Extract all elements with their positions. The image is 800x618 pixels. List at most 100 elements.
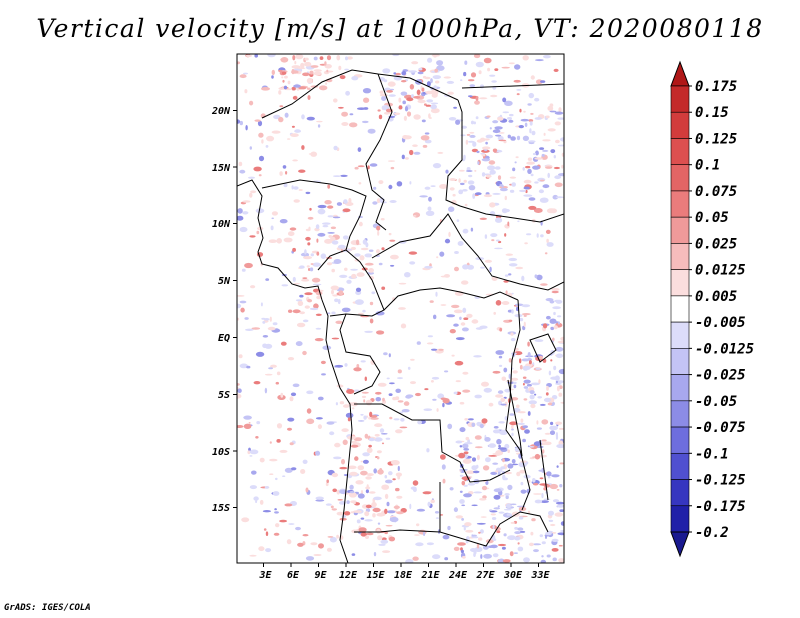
velocity-speckle <box>313 303 319 309</box>
velocity-speckle <box>326 262 333 266</box>
velocity-speckle <box>413 114 421 120</box>
velocity-speckle <box>513 552 519 554</box>
velocity-speckle <box>356 364 360 368</box>
velocity-speckle <box>350 511 354 514</box>
velocity-speckle <box>537 396 542 399</box>
velocity-speckle <box>441 464 446 470</box>
velocity-speckle <box>269 441 272 444</box>
velocity-speckle <box>462 189 468 192</box>
velocity-speckle <box>332 216 341 219</box>
velocity-speckle <box>257 120 263 127</box>
velocity-speckle <box>436 60 444 66</box>
velocity-speckle <box>492 120 499 124</box>
velocity-speckle <box>559 462 564 465</box>
velocity-speckle <box>516 404 520 409</box>
velocity-speckle <box>437 393 445 399</box>
velocity-speckle <box>472 457 476 462</box>
velocity-speckle <box>538 454 547 458</box>
velocity-speckle <box>271 211 278 216</box>
velocity-speckle <box>464 442 473 445</box>
velocity-speckle <box>347 417 351 422</box>
velocity-speckle <box>546 315 551 320</box>
velocity-speckle <box>494 68 499 71</box>
velocity-speckle <box>422 491 432 495</box>
velocity-speckle <box>321 373 326 376</box>
velocity-speckle <box>388 232 392 236</box>
velocity-speckle <box>534 499 543 504</box>
velocity-speckle <box>476 543 480 549</box>
velocity-speckle <box>459 427 466 433</box>
velocity-speckle <box>503 367 508 373</box>
velocity-speckle <box>534 453 541 460</box>
velocity-speckle <box>545 531 552 536</box>
velocity-speckle <box>364 519 373 522</box>
velocity-speckle <box>467 264 474 270</box>
velocity-speckle <box>303 256 312 260</box>
velocity-speckle <box>351 273 357 279</box>
velocity-speckle <box>490 471 498 475</box>
velocity-speckle <box>517 527 524 531</box>
velocity-speckle <box>390 166 395 170</box>
velocity-speckle <box>522 376 527 379</box>
velocity-speckle <box>313 554 322 556</box>
velocity-speckle <box>521 313 531 316</box>
velocity-speckle <box>491 517 497 520</box>
velocity-speckle <box>493 426 499 429</box>
border-drc-east <box>505 299 531 511</box>
velocity-speckle <box>532 478 536 483</box>
velocity-speckle <box>392 54 400 57</box>
velocity-speckle <box>244 317 249 320</box>
velocity-speckle <box>326 421 335 425</box>
velocity-speckle <box>541 541 546 545</box>
velocity-speckle <box>265 145 269 148</box>
velocity-speckle <box>324 238 333 244</box>
velocity-speckle <box>431 348 438 351</box>
velocity-speckle <box>447 91 454 95</box>
velocity-speckle <box>483 387 492 393</box>
velocity-speckle <box>293 199 300 203</box>
velocity-speckle <box>546 471 552 477</box>
velocity-speckle <box>273 532 280 536</box>
velocity-speckle <box>409 84 415 90</box>
velocity-speckle <box>338 290 344 296</box>
velocity-speckle <box>520 460 527 463</box>
velocity-speckle <box>478 70 482 75</box>
velocity-speckle <box>262 321 266 324</box>
velocity-speckle <box>539 147 545 150</box>
velocity-speckle <box>258 174 262 177</box>
velocity-speckle <box>290 392 297 397</box>
colorbar-label: 0.15 <box>695 105 729 121</box>
velocity-speckle <box>557 117 564 120</box>
velocity-speckle <box>475 61 484 68</box>
velocity-speckle <box>287 80 291 85</box>
colorbar-swatch <box>670 374 690 402</box>
velocity-speckle <box>498 511 505 514</box>
velocity-speckle <box>464 203 468 207</box>
velocity-speckle <box>498 355 503 359</box>
velocity-speckle <box>554 512 563 517</box>
velocity-speckle <box>513 381 517 385</box>
velocity-speckle <box>517 422 525 425</box>
velocity-speckle <box>458 169 465 172</box>
velocity-speckle <box>556 385 560 392</box>
velocity-speckle <box>488 160 496 165</box>
border-zambia <box>459 511 549 547</box>
velocity-speckle <box>309 267 314 272</box>
velocity-speckle <box>488 402 494 407</box>
velocity-speckle <box>426 99 434 103</box>
velocity-speckle <box>536 427 542 430</box>
velocity-speckle <box>237 425 244 428</box>
velocity-speckle <box>465 529 474 533</box>
velocity-speckle <box>435 80 440 84</box>
colorbar-label: -0.1 <box>695 446 729 462</box>
velocity-speckle <box>385 437 391 440</box>
velocity-speckle <box>527 140 536 143</box>
velocity-speckle <box>455 515 463 519</box>
velocity-speckle <box>556 444 564 449</box>
velocity-speckle <box>265 548 272 553</box>
velocity-speckle <box>379 90 384 94</box>
velocity-speckle <box>364 262 374 266</box>
velocity-speckle <box>388 393 393 396</box>
velocity-speckle <box>498 558 505 563</box>
velocity-speckle <box>385 524 393 527</box>
